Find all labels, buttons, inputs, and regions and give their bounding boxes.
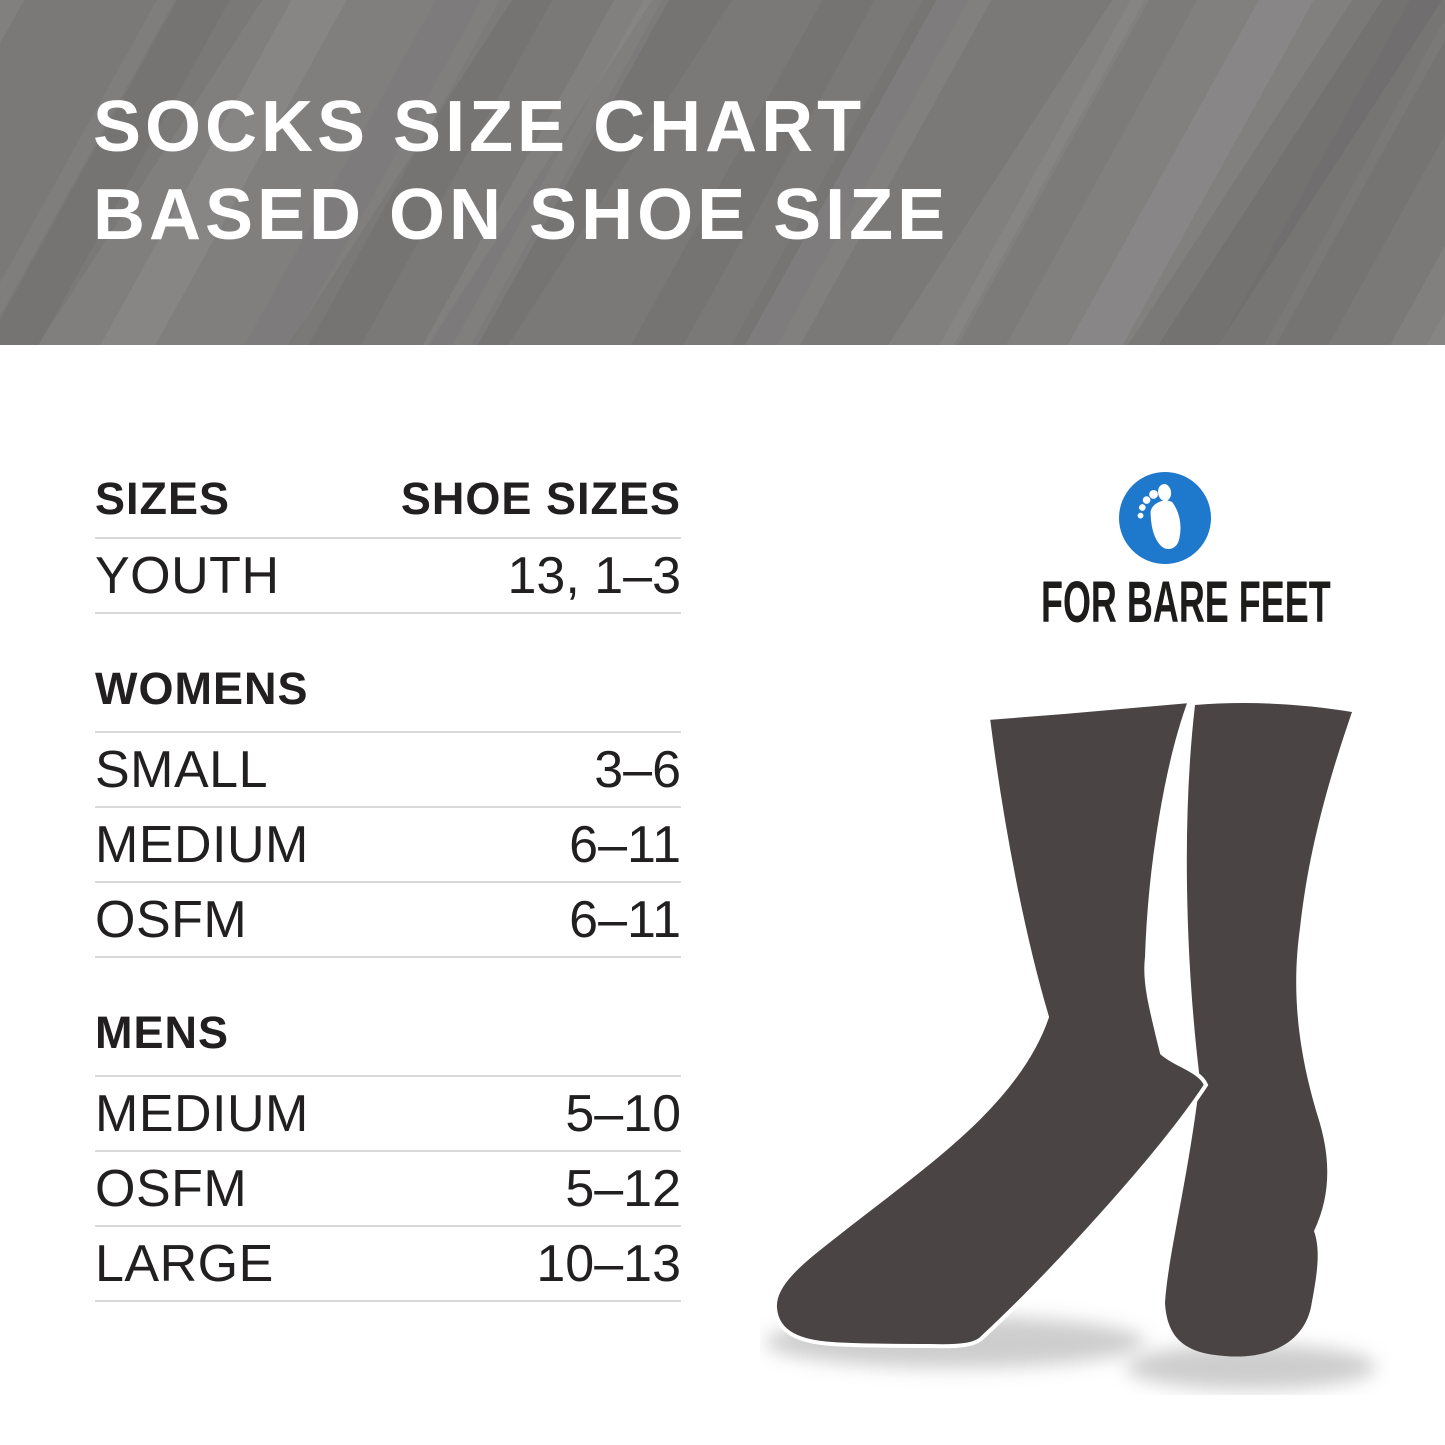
section-title: MENS (95, 1007, 230, 1058)
right-sock (1165, 703, 1352, 1357)
column-header-sizes: SIZES (95, 472, 231, 524)
section-title: WOMENS (95, 663, 309, 714)
brand-logo: FOR BARE FEET (965, 468, 1365, 632)
table-row: SMALL 3–6 (95, 733, 681, 808)
size-label: OSFM (95, 890, 248, 949)
table-row: OSFM 6–11 (95, 883, 681, 958)
footprint-icon (1119, 472, 1211, 564)
size-table: SIZES SHOE SIZES YOUTH 13, 1–3 WOMENS SMALL… (95, 460, 681, 1302)
size-label: YOUTH (95, 546, 280, 605)
size-label: SMALL (95, 740, 269, 799)
diagonal-pattern (0, 0, 1445, 345)
column-header-shoe-sizes: SHOE SIZES (400, 472, 681, 524)
table-row: YOUTH 13, 1–3 (95, 539, 681, 614)
shoe-size-value: 5–10 (565, 1084, 681, 1143)
size-label: LARGE (95, 1234, 274, 1293)
table-row: OSFM 5–12 (95, 1152, 681, 1227)
size-label: MEDIUM (95, 815, 309, 874)
socks-illustration (765, 698, 1376, 1390)
table-row: MEDIUM 5–10 (95, 1077, 681, 1152)
page-title: SOCKS SIZE CHART BASED ON SHOE SIZE (93, 83, 949, 259)
size-label: MEDIUM (95, 1084, 309, 1143)
brand-name: FOR BARE FEET (1041, 570, 1331, 635)
left-sock (772, 698, 1209, 1349)
header-banner: SOCKS SIZE CHART BASED ON SHOE SIZE (0, 0, 1445, 345)
page-title-line-1: SOCKS SIZE CHART (93, 87, 866, 167)
table-header-row: SIZES SHOE SIZES (95, 460, 681, 539)
page-title-line-2: BASED ON SHOE SIZE (93, 175, 950, 255)
shoe-size-value: 13, 1–3 (507, 546, 682, 605)
size-table-body: YOUTH 13, 1–3 WOMENS SMALL 3–6 MEDIUM 6–11 OSFM… (95, 539, 681, 1302)
size-label: OSFM (95, 1159, 248, 1218)
table-row: LARGE 10–13 (95, 1227, 681, 1302)
shoe-size-value: 6–11 (569, 890, 681, 949)
shoe-size-value: 3–6 (594, 740, 681, 799)
table-section-header: MENS (95, 958, 681, 1077)
table-section-header: WOMENS (95, 614, 681, 733)
sock-shadow (1126, 1344, 1376, 1390)
shoe-size-value: 6–11 (569, 815, 681, 874)
shoe-size-value: 5–12 (565, 1159, 681, 1218)
shoe-size-value: 10–13 (536, 1234, 681, 1293)
table-row: MEDIUM 6–11 (95, 808, 681, 883)
